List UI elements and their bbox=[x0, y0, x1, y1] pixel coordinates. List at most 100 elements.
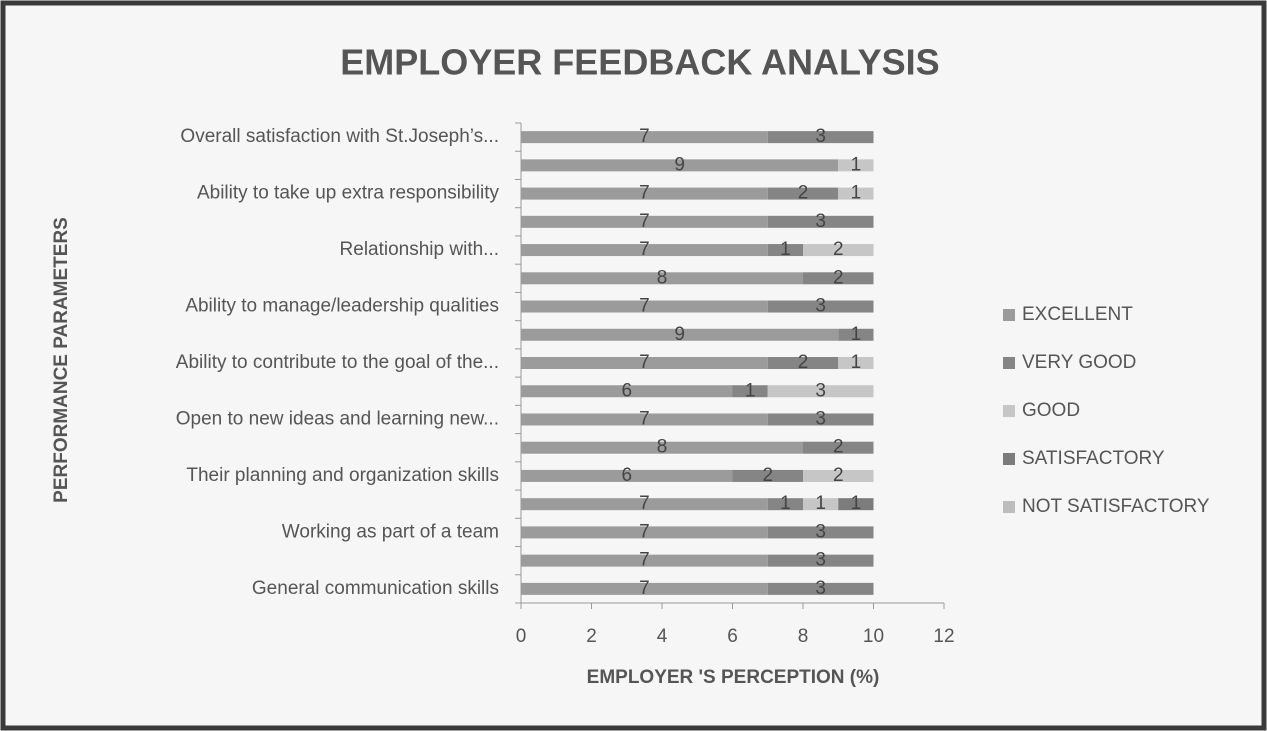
bar-segment bbox=[767, 498, 803, 511]
data-label: 7 bbox=[639, 183, 650, 204]
data-label: 7 bbox=[639, 408, 650, 429]
bar-segment bbox=[521, 300, 768, 313]
bar-segment bbox=[521, 131, 768, 144]
data-label: 7 bbox=[639, 521, 650, 542]
data-label: 7 bbox=[639, 578, 650, 599]
bar-segment bbox=[838, 159, 874, 172]
bar-segment bbox=[803, 498, 839, 511]
bar-segment bbox=[767, 131, 874, 144]
y-axis-title: PERFORMANCE PARAMETERS bbox=[51, 217, 72, 503]
bar-segment bbox=[732, 469, 803, 482]
data-label: 3 bbox=[815, 550, 826, 571]
data-label: 2 bbox=[798, 352, 809, 373]
x-tick-label: 12 bbox=[933, 626, 954, 647]
data-label: 1 bbox=[851, 183, 862, 204]
data-label: 2 bbox=[833, 465, 844, 486]
data-label: 3 bbox=[815, 296, 826, 317]
data-label: 7 bbox=[639, 296, 650, 317]
data-label: 3 bbox=[815, 380, 826, 401]
x-tick-label: 2 bbox=[586, 626, 597, 647]
bar-segment bbox=[803, 244, 874, 257]
data-label: 3 bbox=[815, 211, 826, 232]
bar-segment bbox=[521, 554, 768, 567]
data-label: 1 bbox=[780, 239, 791, 260]
legend-swatch bbox=[1003, 501, 1015, 513]
legend-label: VERY GOOD bbox=[1022, 352, 1136, 373]
data-label: 1 bbox=[780, 493, 791, 514]
bar-segment bbox=[521, 385, 733, 398]
data-label: 2 bbox=[762, 465, 773, 486]
data-label: 3 bbox=[815, 408, 826, 429]
data-label: 9 bbox=[674, 154, 685, 175]
data-label: 7 bbox=[639, 493, 650, 514]
bar-segment bbox=[767, 187, 839, 200]
bar-segment bbox=[838, 187, 874, 200]
data-label: 2 bbox=[833, 267, 844, 288]
bar-segment bbox=[838, 498, 874, 511]
y-tick-label: Ability to contribute to the goal of the… bbox=[176, 352, 499, 373]
bar-segment bbox=[521, 526, 768, 539]
data-label: 1 bbox=[851, 493, 862, 514]
bar-segment bbox=[521, 498, 768, 511]
bar-segment bbox=[767, 554, 874, 567]
y-tick-label: Their planning and organization skills bbox=[186, 465, 499, 486]
bar-segment bbox=[521, 187, 768, 200]
chart-title: EMPLOYER FEEDBACK ANALYSIS bbox=[340, 42, 939, 83]
bar-segment bbox=[521, 469, 733, 482]
data-label: 1 bbox=[851, 154, 862, 175]
data-label: 6 bbox=[621, 380, 632, 401]
data-label: 7 bbox=[639, 239, 650, 260]
data-label: 1 bbox=[851, 324, 862, 345]
data-label: 9 bbox=[674, 324, 685, 345]
bar-segment bbox=[732, 385, 768, 398]
data-label: 7 bbox=[639, 211, 650, 232]
legend-label: SATISFACTORY bbox=[1022, 448, 1165, 469]
bar-segment bbox=[521, 215, 768, 228]
bar-segment bbox=[803, 469, 874, 482]
legend-label: GOOD bbox=[1022, 400, 1080, 421]
bar-segment bbox=[521, 441, 803, 454]
bar-segment bbox=[803, 441, 874, 454]
bar-segment bbox=[521, 582, 768, 595]
data-label: 7 bbox=[639, 550, 650, 571]
bar-segment bbox=[767, 300, 874, 313]
bar-segment bbox=[521, 413, 768, 426]
bar-segment bbox=[767, 582, 874, 595]
x-tick-label: 4 bbox=[657, 626, 668, 647]
y-tick-label: Open to new ideas and learning new... bbox=[176, 408, 499, 429]
data-label: 2 bbox=[833, 437, 844, 458]
data-label: 6 bbox=[621, 465, 632, 486]
legend-swatch bbox=[1003, 357, 1015, 369]
bar-segment bbox=[838, 328, 874, 341]
bar-segment bbox=[838, 357, 874, 369]
data-label: 8 bbox=[657, 267, 668, 288]
data-label: 2 bbox=[798, 183, 809, 204]
data-label: 2 bbox=[833, 239, 844, 260]
data-label: 3 bbox=[815, 578, 826, 599]
bar-segment bbox=[803, 272, 874, 285]
data-label: 1 bbox=[851, 352, 862, 373]
bar-segment bbox=[521, 159, 839, 172]
data-label: 3 bbox=[815, 521, 826, 542]
bar-segment bbox=[521, 357, 768, 369]
y-tick-label: Ability to manage/leadership qualities bbox=[185, 296, 499, 317]
bar-segment bbox=[767, 215, 874, 228]
legend-swatch bbox=[1003, 309, 1015, 321]
y-tick-label: Relationship with... bbox=[340, 239, 499, 260]
bar-segment bbox=[521, 244, 768, 257]
y-tick-label: General communication skills bbox=[252, 578, 499, 599]
data-label: 1 bbox=[745, 380, 756, 401]
legend-label: NOT SATISFACTORY bbox=[1022, 496, 1210, 517]
bar-segment bbox=[767, 526, 874, 539]
data-label: 8 bbox=[657, 437, 668, 458]
y-tick-label: Ability to take up extra responsibility bbox=[197, 183, 500, 204]
data-label: 3 bbox=[815, 126, 826, 147]
legend-label: EXCELLENT bbox=[1022, 304, 1133, 325]
data-label: 7 bbox=[639, 126, 650, 147]
data-label: 7 bbox=[639, 352, 650, 373]
bar-segment bbox=[767, 385, 874, 398]
legend-swatch bbox=[1003, 453, 1015, 465]
bar-segment bbox=[521, 328, 839, 341]
legend-swatch bbox=[1003, 405, 1015, 417]
